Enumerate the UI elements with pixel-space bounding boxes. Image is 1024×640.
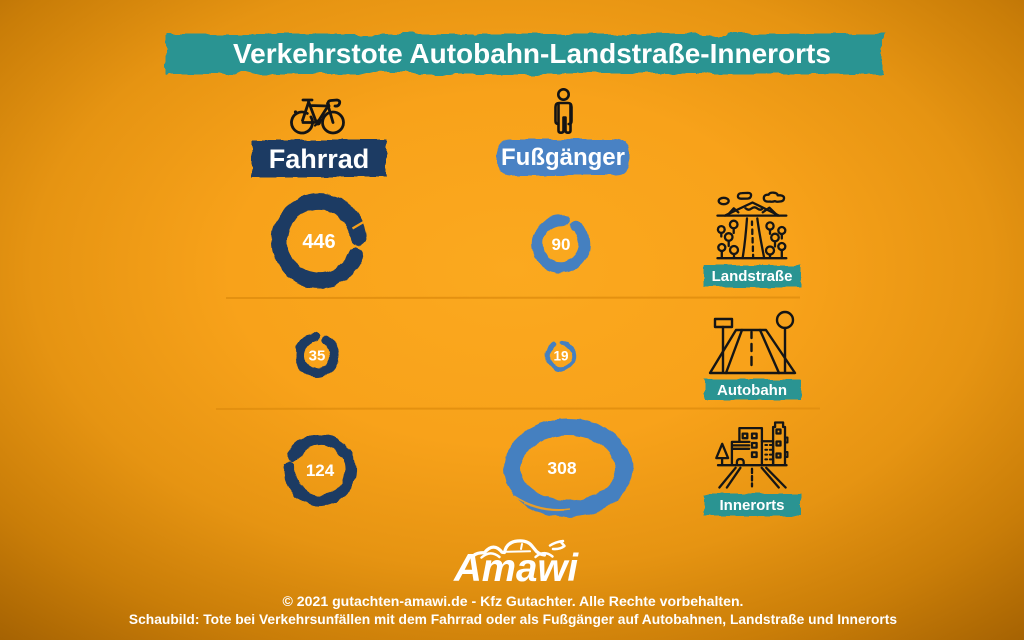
svg-text:35: 35 bbox=[309, 348, 326, 365]
svg-text:Amawi: Amawi bbox=[453, 547, 579, 590]
svg-text:446: 446 bbox=[302, 231, 335, 253]
svg-text:© 2021 gutachten-amawi.de - Kf: © 2021 gutachten-amawi.de - Kfz Gutachte… bbox=[283, 593, 744, 609]
svg-text:Schaubild: Tote bei Verkehrsun: Schaubild: Tote bei Verkehrsunfällen mit… bbox=[129, 612, 897, 627]
svg-text:308: 308 bbox=[547, 458, 576, 478]
svg-text:90: 90 bbox=[552, 235, 571, 254]
svg-text:19: 19 bbox=[553, 349, 568, 364]
svg-text:Fußgänger: Fußgänger bbox=[501, 144, 625, 171]
svg-text:Innerorts: Innerorts bbox=[719, 497, 784, 514]
svg-text:Autobahn: Autobahn bbox=[717, 382, 787, 399]
svg-text:Fahrrad: Fahrrad bbox=[269, 144, 370, 174]
svg-text:124: 124 bbox=[306, 461, 335, 480]
svg-text:Landstraße: Landstraße bbox=[712, 268, 793, 285]
svg-text:Verkehrstote Autobahn-Landstra: Verkehrstote Autobahn-Landstraße-Inneror… bbox=[233, 38, 831, 69]
